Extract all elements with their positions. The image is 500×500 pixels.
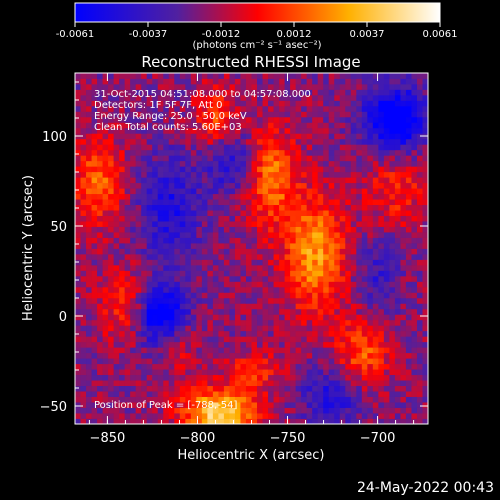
y-tick-label: −50	[40, 400, 67, 415]
timestamp: 24-May-2022 00:43	[356, 480, 494, 496]
colorbar-ticks: -0.0061 -0.0037 -0.0012 0.0012 0.0037 0.0061	[56, 22, 458, 40]
annotation-detectors: Detectors: 1F 5F 7F, Att 0	[94, 100, 222, 111]
x-axis-label: Heliocentric X (arcsec)	[178, 448, 325, 463]
colorbar-tick-label: -0.0061	[56, 29, 95, 40]
annotation-counts: Clean Total counts: 5.60E+03	[94, 122, 242, 133]
x-tick-label: −850	[90, 431, 126, 446]
chart-title: Reconstructed RHESSI Image	[141, 53, 360, 71]
peak-position-label: Position of Peak = [-788,-54]	[94, 400, 238, 411]
annotation-time: 31-Oct-2015 04:51:08.000 to 04:57:08.000	[94, 89, 311, 100]
annotation-energy: Energy Range: 25.0 - 50.0 keV	[94, 111, 247, 122]
annotation-block: 31-Oct-2015 04:51:08.000 to 04:57:08.000…	[94, 89, 311, 133]
y-axis: −50 0 50 100	[40, 81, 428, 415]
colorbar	[74, 2, 441, 23]
x-tick-label: −800	[180, 431, 216, 446]
x-tick-label: −750	[270, 431, 306, 446]
colorbar-tick-label: 0.0012	[277, 29, 312, 40]
heatmap-image	[75, 73, 428, 424]
x-tick-label: −700	[360, 431, 396, 446]
colorbar-units: (photons cm⁻² s⁻¹ asec⁻²)	[192, 40, 321, 51]
y-tick-label: 0	[59, 310, 67, 325]
colorbar-tick-label: -0.0012	[202, 29, 241, 40]
colorbar-tick-label: 0.0037	[350, 29, 385, 40]
colorbar-tick-label: 0.0061	[423, 29, 458, 40]
y-tick-label: 50	[50, 220, 67, 235]
y-axis-label: Heliocentric Y (arcsec)	[21, 175, 36, 321]
colorbar-tick-label: -0.0037	[129, 29, 168, 40]
x-axis: −850 −800 −750 −700	[88, 73, 415, 446]
y-tick-label: 100	[42, 130, 67, 145]
